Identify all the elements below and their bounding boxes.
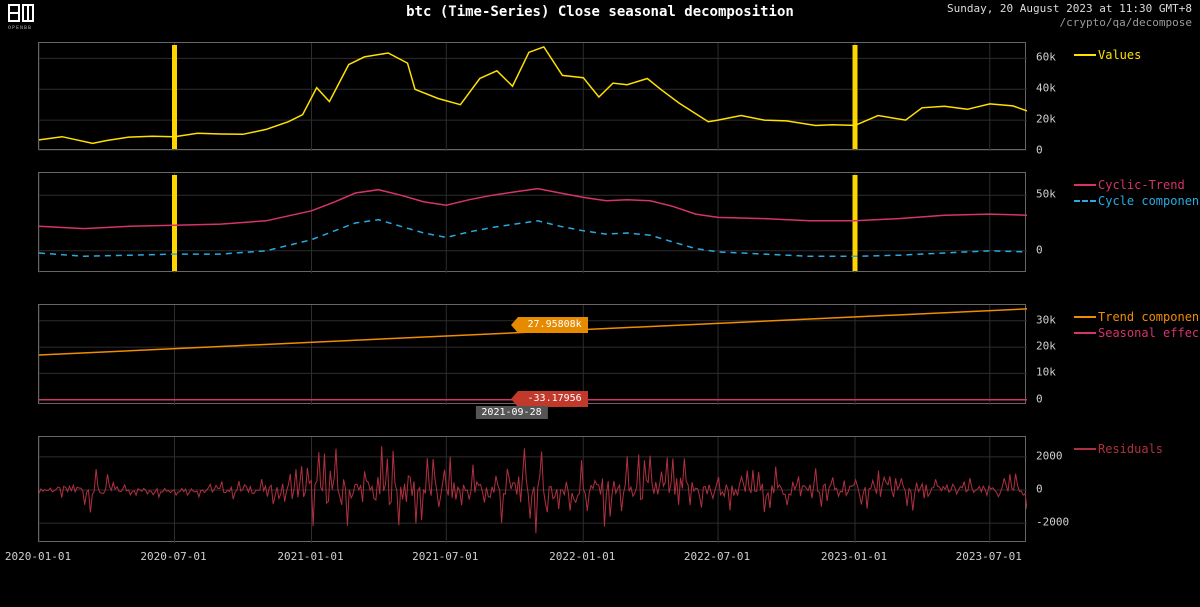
legend-item[interactable]: Values [1074, 48, 1141, 62]
timestamp: Sunday, 20 August 2023 at 11:30 GMT+8 [947, 2, 1192, 15]
xtick-label: 2020-01-01 [5, 550, 71, 563]
ytick-label: 30k [1036, 313, 1056, 326]
legend-label: Trend component [1098, 310, 1200, 324]
brand-text: OPENBB [8, 25, 32, 30]
legend-label: Cyclic-Trend [1098, 178, 1185, 192]
legend-swatch [1074, 316, 1096, 318]
panel-resid[interactable] [38, 436, 1026, 542]
legend-label: Cycle component [1098, 194, 1200, 208]
panel-values-svg [39, 43, 1027, 151]
legend-resid: Residuals [1074, 442, 1163, 456]
xtick-label: 2022-01-01 [549, 550, 615, 563]
xtick-label: 2022-07-01 [684, 550, 750, 563]
legend-item[interactable]: Cycle component [1074, 194, 1200, 208]
command-path: /crypto/qa/decompose [1060, 16, 1192, 29]
ytick-label: 0 [1036, 392, 1043, 405]
ytick-label: -2000 [1036, 516, 1069, 529]
ytick-label: 0 [1036, 243, 1043, 256]
legend-label: Values [1098, 48, 1141, 62]
panel-values[interactable] [38, 42, 1026, 150]
legend-swatch [1074, 184, 1096, 186]
header: OPENBB btc (Time-Series) Close seasonal … [0, 0, 1200, 28]
legend-cyclic: Cyclic-Trend Cycle component [1074, 178, 1200, 208]
ytick-label: 10k [1036, 366, 1056, 379]
hover-x-tag: 2021-09-28 [475, 406, 547, 419]
ytick-label: 20k [1036, 113, 1056, 126]
ytick-label: 40k [1036, 82, 1056, 95]
legend-values: Values [1074, 48, 1141, 62]
ytick-label: 2000 [1036, 449, 1063, 462]
xtick-label: 2021-07-01 [412, 550, 478, 563]
xtick-label: 2023-07-01 [956, 550, 1022, 563]
legend-item[interactable]: Residuals [1074, 442, 1163, 456]
legend-swatch [1074, 54, 1096, 56]
panel-cyclic-svg [39, 173, 1027, 273]
ytick-label: 60k [1036, 51, 1056, 64]
panel-cyclic[interactable] [38, 172, 1026, 272]
legend-swatch [1074, 332, 1096, 334]
ytick-label: 0 [1036, 483, 1043, 496]
ytick-label: 50k [1036, 188, 1056, 201]
legend-item[interactable]: Seasonal effect [1074, 326, 1200, 340]
hover-tag: -33.17956 [518, 391, 588, 407]
legend-swatch [1074, 448, 1096, 450]
legend-trend: Trend component Seasonal effect [1074, 310, 1200, 340]
xtick-label: 2023-01-01 [821, 550, 887, 563]
ytick-label: 0 [1036, 144, 1043, 157]
legend-label: Seasonal effect [1098, 326, 1200, 340]
legend-item[interactable]: Trend component [1074, 310, 1200, 324]
legend-swatch [1074, 200, 1096, 202]
ytick-label: 20k [1036, 340, 1056, 353]
xtick-label: 2020-07-01 [140, 550, 206, 563]
panel-resid-svg [39, 437, 1027, 543]
legend-label: Residuals [1098, 442, 1163, 456]
xtick-label: 2021-01-01 [277, 550, 343, 563]
hover-tag: 27.95808k [518, 317, 588, 333]
legend-item[interactable]: Cyclic-Trend [1074, 178, 1200, 192]
